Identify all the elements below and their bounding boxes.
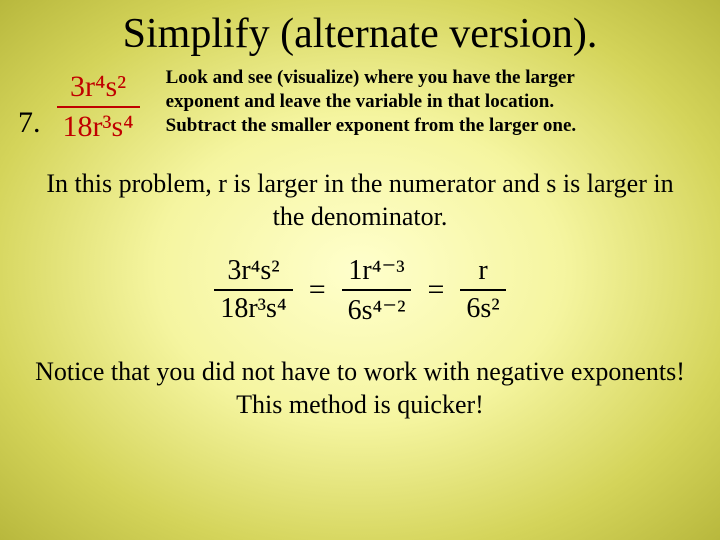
equation-row: 3r⁴s² 18r³s⁴ = 1r⁴⁻³ 6s⁴⁻² = r 6s² bbox=[0, 247, 720, 337]
eq-f3-num: r bbox=[460, 255, 505, 289]
eq-f3-den: 6s² bbox=[460, 289, 505, 325]
problem-numerator: 3r⁴s² bbox=[57, 70, 140, 106]
eq-f2-num: 1r⁴⁻³ bbox=[342, 253, 412, 289]
problem-number: 7. bbox=[18, 106, 41, 140]
problem-fraction: 3r⁴s² 18r³s⁴ bbox=[57, 70, 140, 144]
eq-f2-den: 6s⁴⁻² bbox=[342, 289, 412, 327]
equals-1: = bbox=[309, 273, 326, 307]
problem-denominator: 18r³s⁴ bbox=[57, 106, 140, 144]
equation-frac-1: 3r⁴s² 18r³s⁴ bbox=[214, 255, 292, 325]
equals-2: = bbox=[427, 273, 444, 307]
eq-f1-den: 18r³s⁴ bbox=[214, 289, 292, 325]
bottom-note: Notice that you did not have to work wit… bbox=[0, 337, 720, 422]
equation-frac-2: 1r⁴⁻³ 6s⁴⁻² bbox=[342, 253, 412, 327]
mid-explanation: In this problem, r is larger in the nume… bbox=[0, 144, 720, 247]
slide-title: Simplify (alternate version). bbox=[0, 0, 720, 64]
instructions-text: Look and see (visualize) where you have … bbox=[166, 66, 586, 137]
eq-f1-num: 3r⁴s² bbox=[214, 255, 292, 289]
problem-row: 7. 3r⁴s² 18r³s⁴ Look and see (visualize)… bbox=[0, 64, 720, 144]
equation-frac-final: r 6s² bbox=[460, 255, 505, 325]
